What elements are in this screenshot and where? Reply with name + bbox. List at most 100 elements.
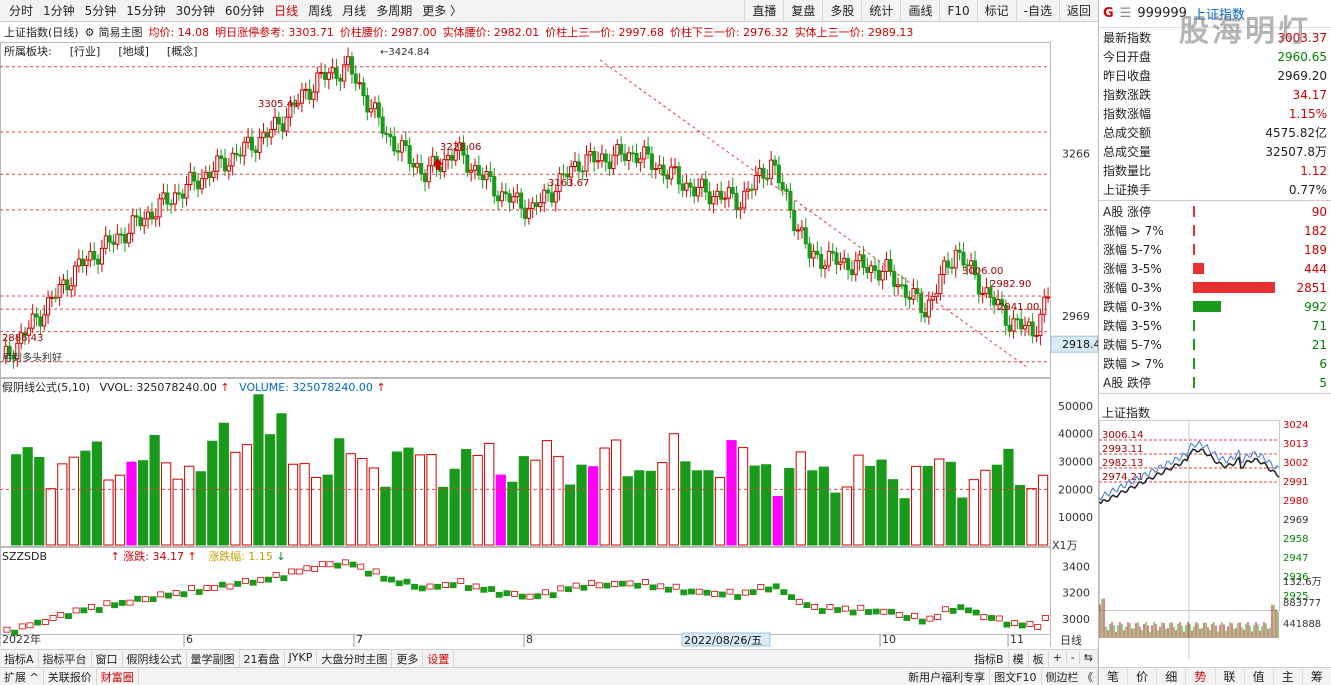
- menu-icon[interactable]: ☰: [1119, 6, 1132, 21]
- index-candle: [834, 607, 842, 613]
- kline-chart-svg[interactable]: ←3424.84 3305.41 3228.06 3163.67 3006.00 2982…: [0, 42, 1101, 647]
- period-tab[interactable]: 1分钟: [43, 4, 75, 18]
- indicator-tab[interactable]: 设置: [423, 650, 455, 667]
- period-tab[interactable]: 分时: [9, 4, 34, 18]
- index-candle: [734, 594, 742, 600]
- stat-value: 2960.65: [1277, 49, 1327, 64]
- side-tab[interactable]: 值: [1245, 668, 1274, 685]
- breadth-row: A股 涨停 90: [1099, 202, 1331, 221]
- period-tab[interactable]: 5分钟: [84, 4, 117, 18]
- volume-bar: [784, 467, 795, 546]
- stat-label: 今日开盘: [1103, 50, 1152, 64]
- side-tab[interactable]: 筹: [1303, 668, 1331, 685]
- chart-subtitle[interactable]: 简易主图: [98, 26, 143, 39]
- volume-group: [11, 394, 1049, 546]
- volume-bar: [322, 474, 333, 546]
- toolbar-button[interactable]: F10: [939, 0, 976, 21]
- indicator-tab[interactable]: 量学副图: [187, 650, 240, 667]
- side-tab[interactable]: 笔: [1099, 668, 1129, 685]
- side-tab[interactable]: 联: [1216, 668, 1245, 685]
- candle-body: [899, 284, 904, 287]
- stock-name: 上证指数: [1192, 8, 1245, 23]
- toolbar-button[interactable]: -自选: [1015, 0, 1059, 21]
- sector-item[interactable]: [行业]: [69, 45, 101, 58]
- candle-body: [742, 190, 747, 209]
- volume-bar: [103, 479, 114, 546]
- stat-row: 昨日收盘 2969.20: [1099, 66, 1331, 85]
- index-candle: [226, 583, 234, 590]
- toolbar-button[interactable]: 返回: [1058, 0, 1098, 21]
- period-tab[interactable]: 周线: [308, 4, 333, 18]
- toolbar-button[interactable]: 直播: [744, 0, 783, 21]
- mini-intraday-chart[interactable]: 3024 3013 3002 2991 2980 2969 2958 2947 2936 2925…: [1099, 402, 1331, 660]
- candle-body: [596, 160, 601, 163]
- volume-bar: [207, 440, 218, 546]
- side-tab[interactable]: 主: [1274, 668, 1303, 685]
- toolbar-button[interactable]: 标记: [976, 0, 1016, 21]
- index-candle: [664, 586, 672, 593]
- index-candle: [103, 600, 111, 607]
- toolbar-button[interactable]: 画线: [900, 0, 939, 21]
- mini-axis-label: 3024: [1283, 420, 1308, 431]
- indicator-right-tab[interactable]: 板: [1029, 650, 1049, 667]
- indicator-tab[interactable]: 指标平台: [39, 650, 92, 667]
- toolbar-button[interactable]: 复盘: [783, 0, 822, 21]
- volume-bar: [241, 444, 253, 546]
- indicator-right-tab[interactable]: ⇆: [1080, 650, 1098, 664]
- candle-body: [542, 189, 547, 204]
- period-tab[interactable]: 30分钟: [175, 4, 215, 18]
- candle-body: [703, 178, 708, 193]
- date-highlight: 2022/08/26/五: [684, 634, 762, 647]
- indicator-tab[interactable]: 更多: [392, 650, 424, 667]
- period-tab[interactable]: 60分钟: [224, 4, 265, 18]
- period-tab[interactable]: 月线: [342, 4, 367, 18]
- index-candle: [841, 605, 849, 612]
- candle-body: [861, 254, 866, 268]
- candle-body: [72, 265, 78, 287]
- volume-bar: [691, 470, 703, 546]
- extension-tab[interactable]: 扩展 ^: [0, 668, 44, 685]
- candle-body: [872, 265, 878, 271]
- indicator-right-tab[interactable]: +: [1049, 650, 1067, 664]
- extension-tab[interactable]: 财富圈: [97, 668, 139, 685]
- indicator-tab[interactable]: 指标A: [0, 650, 39, 667]
- toolbar-button[interactable]: 统计: [861, 0, 900, 21]
- side-tab[interactable]: 细: [1157, 668, 1187, 685]
- period-tab[interactable]: 多周期: [376, 4, 413, 18]
- candle-body: [576, 161, 581, 172]
- candle-body: [842, 257, 847, 263]
- side-tab[interactable]: 势: [1186, 668, 1216, 685]
- chart-area[interactable]: ←3424.84 3305.41 3228.06 3163.67 3006.00 2982…: [0, 42, 1101, 647]
- extension-tab[interactable]: 关联报价: [44, 668, 97, 685]
- candle-body: [619, 144, 624, 155]
- breadth-row: 跌幅 > 7% 6: [1099, 354, 1331, 373]
- indicator-tab[interactable]: 假阴线公式: [123, 650, 187, 667]
- extension-right-tab[interactable]: 图文F10: [990, 668, 1042, 685]
- volume-bar: [841, 486, 853, 546]
- period-tab[interactable]: 更多 〉: [422, 4, 463, 18]
- volume-bar: [45, 488, 56, 546]
- breadth-bar-track: [1193, 358, 1291, 369]
- period-tab[interactable]: 日线: [274, 4, 299, 18]
- breadth-bar: [1193, 377, 1195, 388]
- extension-right-tab[interactable]: 新用户福利专享: [904, 668, 991, 685]
- sector-item[interactable]: [地域]: [118, 45, 149, 58]
- candle-body: [430, 155, 435, 167]
- indicator-right-tab[interactable]: 指标B: [970, 650, 1009, 667]
- indicator-tab[interactable]: 21看盘: [240, 650, 285, 667]
- side-tab[interactable]: 价: [1128, 668, 1158, 685]
- trend-line: [599, 59, 1029, 369]
- indicator-right-tab[interactable]: 模: [1009, 650, 1029, 667]
- period-tab[interactable]: 15分钟: [126, 4, 166, 18]
- extension-right-tab[interactable]: 侧边栏 《: [1042, 668, 1098, 685]
- sector-item[interactable]: [概念]: [166, 45, 198, 58]
- indicator-tab[interactable]: 大盘分时主图: [317, 650, 393, 667]
- volume-bar: [830, 492, 841, 546]
- volume-bar: [276, 413, 287, 546]
- indicator-tab[interactable]: JYKP: [285, 650, 318, 664]
- indicator-tab[interactable]: 窗口: [92, 650, 123, 667]
- toolbar-button[interactable]: 多股: [822, 0, 861, 21]
- index-candle: [811, 604, 819, 610]
- indicator-tabs: 指标A 指标平台 窗口 假阴线公式 量学副图 21看盘 JYKP 大盘分时主图 更多 设置: [0, 650, 455, 667]
- indicator-right-tab[interactable]: -: [1067, 650, 1080, 664]
